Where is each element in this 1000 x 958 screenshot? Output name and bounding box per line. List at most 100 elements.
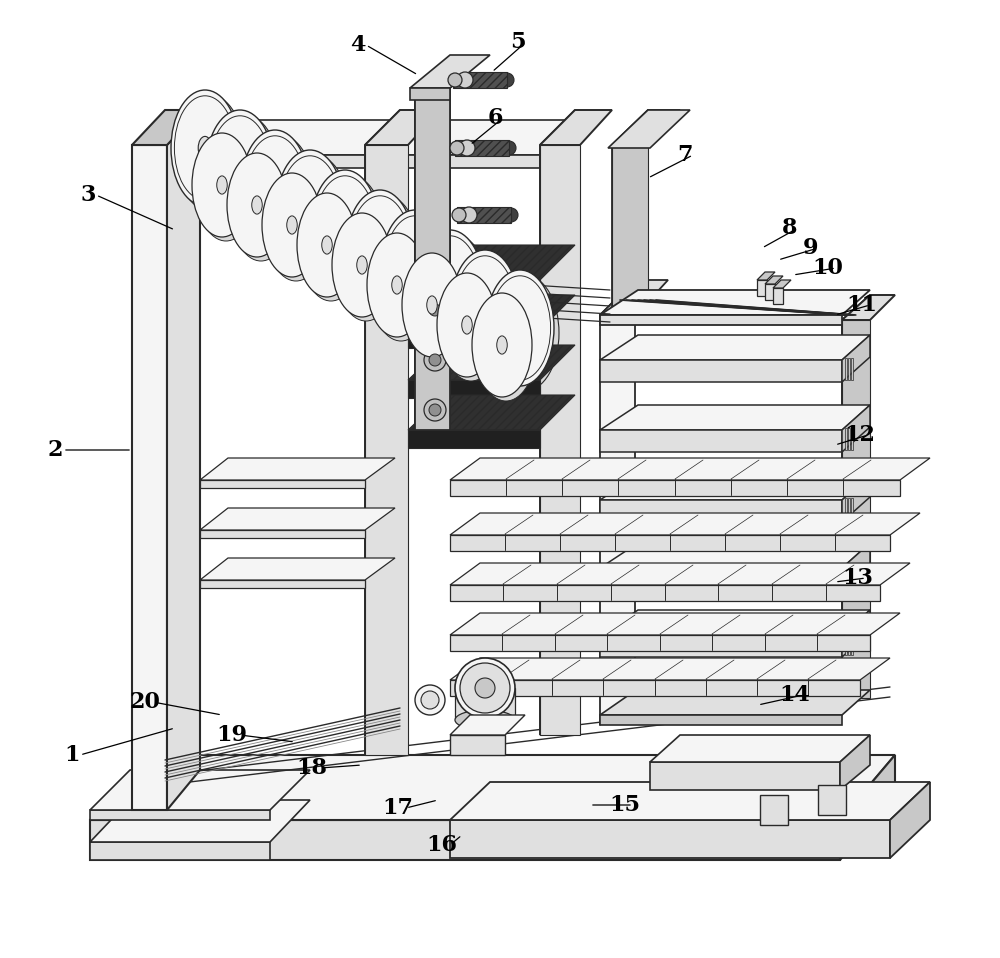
Ellipse shape — [316, 175, 384, 291]
Polygon shape — [450, 480, 900, 496]
Ellipse shape — [367, 233, 427, 337]
Polygon shape — [600, 335, 870, 360]
Ellipse shape — [429, 304, 441, 316]
Text: 4: 4 — [350, 34, 366, 56]
Ellipse shape — [206, 110, 274, 226]
Polygon shape — [845, 566, 847, 588]
Ellipse shape — [332, 213, 392, 317]
Ellipse shape — [457, 72, 473, 88]
Polygon shape — [842, 335, 870, 382]
Text: 15: 15 — [610, 794, 640, 816]
Polygon shape — [540, 110, 575, 735]
Polygon shape — [848, 358, 850, 380]
Polygon shape — [757, 280, 767, 296]
Polygon shape — [365, 145, 408, 755]
Polygon shape — [765, 284, 775, 300]
Polygon shape — [600, 315, 842, 325]
Ellipse shape — [266, 177, 326, 281]
Polygon shape — [842, 610, 870, 657]
Text: 8: 8 — [782, 217, 798, 239]
Ellipse shape — [322, 236, 332, 254]
Polygon shape — [90, 820, 840, 860]
Text: 7: 7 — [677, 144, 693, 166]
Polygon shape — [457, 207, 511, 223]
Ellipse shape — [416, 230, 484, 346]
Ellipse shape — [392, 276, 402, 294]
Ellipse shape — [456, 255, 524, 371]
Ellipse shape — [459, 140, 475, 156]
Polygon shape — [851, 633, 853, 655]
Polygon shape — [450, 458, 930, 480]
Text: 10: 10 — [813, 257, 843, 279]
Polygon shape — [455, 688, 515, 720]
Ellipse shape — [373, 237, 387, 260]
Ellipse shape — [429, 404, 441, 416]
Text: 9: 9 — [802, 237, 818, 259]
Polygon shape — [773, 288, 783, 304]
Polygon shape — [200, 508, 395, 530]
Ellipse shape — [268, 176, 282, 199]
Ellipse shape — [461, 207, 477, 223]
Ellipse shape — [406, 257, 466, 361]
Text: 11: 11 — [846, 294, 878, 316]
Ellipse shape — [346, 190, 414, 306]
Polygon shape — [132, 145, 167, 810]
Polygon shape — [90, 810, 270, 820]
Polygon shape — [415, 58, 480, 88]
Ellipse shape — [227, 153, 287, 257]
Polygon shape — [600, 568, 842, 590]
Polygon shape — [450, 735, 505, 755]
Ellipse shape — [451, 250, 519, 366]
Polygon shape — [848, 498, 850, 520]
Ellipse shape — [303, 196, 317, 219]
Polygon shape — [600, 635, 842, 657]
Ellipse shape — [437, 273, 497, 377]
Ellipse shape — [502, 141, 516, 155]
Ellipse shape — [455, 658, 515, 718]
Ellipse shape — [217, 176, 227, 194]
Polygon shape — [765, 276, 783, 284]
Ellipse shape — [424, 299, 446, 321]
Ellipse shape — [424, 349, 446, 371]
Text: 1: 1 — [64, 744, 80, 766]
Ellipse shape — [371, 237, 431, 341]
Polygon shape — [450, 820, 890, 858]
Polygon shape — [650, 735, 870, 762]
Polygon shape — [450, 513, 920, 535]
Polygon shape — [845, 358, 847, 380]
Ellipse shape — [472, 293, 532, 397]
Polygon shape — [415, 88, 450, 430]
Polygon shape — [650, 762, 840, 790]
Polygon shape — [760, 795, 788, 825]
Ellipse shape — [233, 156, 247, 179]
Ellipse shape — [311, 170, 379, 286]
Polygon shape — [408, 245, 575, 280]
Ellipse shape — [443, 277, 457, 300]
Polygon shape — [600, 500, 842, 522]
Polygon shape — [840, 755, 895, 860]
Ellipse shape — [441, 277, 501, 381]
Polygon shape — [450, 658, 890, 680]
Ellipse shape — [357, 256, 367, 274]
Polygon shape — [540, 145, 580, 735]
Polygon shape — [842, 295, 870, 698]
Polygon shape — [410, 88, 450, 100]
Polygon shape — [851, 498, 853, 520]
Ellipse shape — [452, 208, 466, 222]
Polygon shape — [845, 498, 847, 520]
Polygon shape — [757, 272, 775, 280]
Polygon shape — [450, 563, 910, 585]
Text: 6: 6 — [487, 107, 503, 129]
Ellipse shape — [198, 136, 212, 160]
Polygon shape — [842, 543, 870, 590]
Text: 13: 13 — [843, 567, 873, 589]
Polygon shape — [167, 120, 575, 155]
Ellipse shape — [497, 336, 507, 354]
Ellipse shape — [427, 296, 437, 314]
Polygon shape — [90, 800, 310, 842]
Polygon shape — [600, 543, 870, 568]
Text: 16: 16 — [426, 834, 458, 856]
Polygon shape — [818, 785, 846, 815]
Polygon shape — [408, 295, 575, 330]
Polygon shape — [890, 782, 930, 858]
